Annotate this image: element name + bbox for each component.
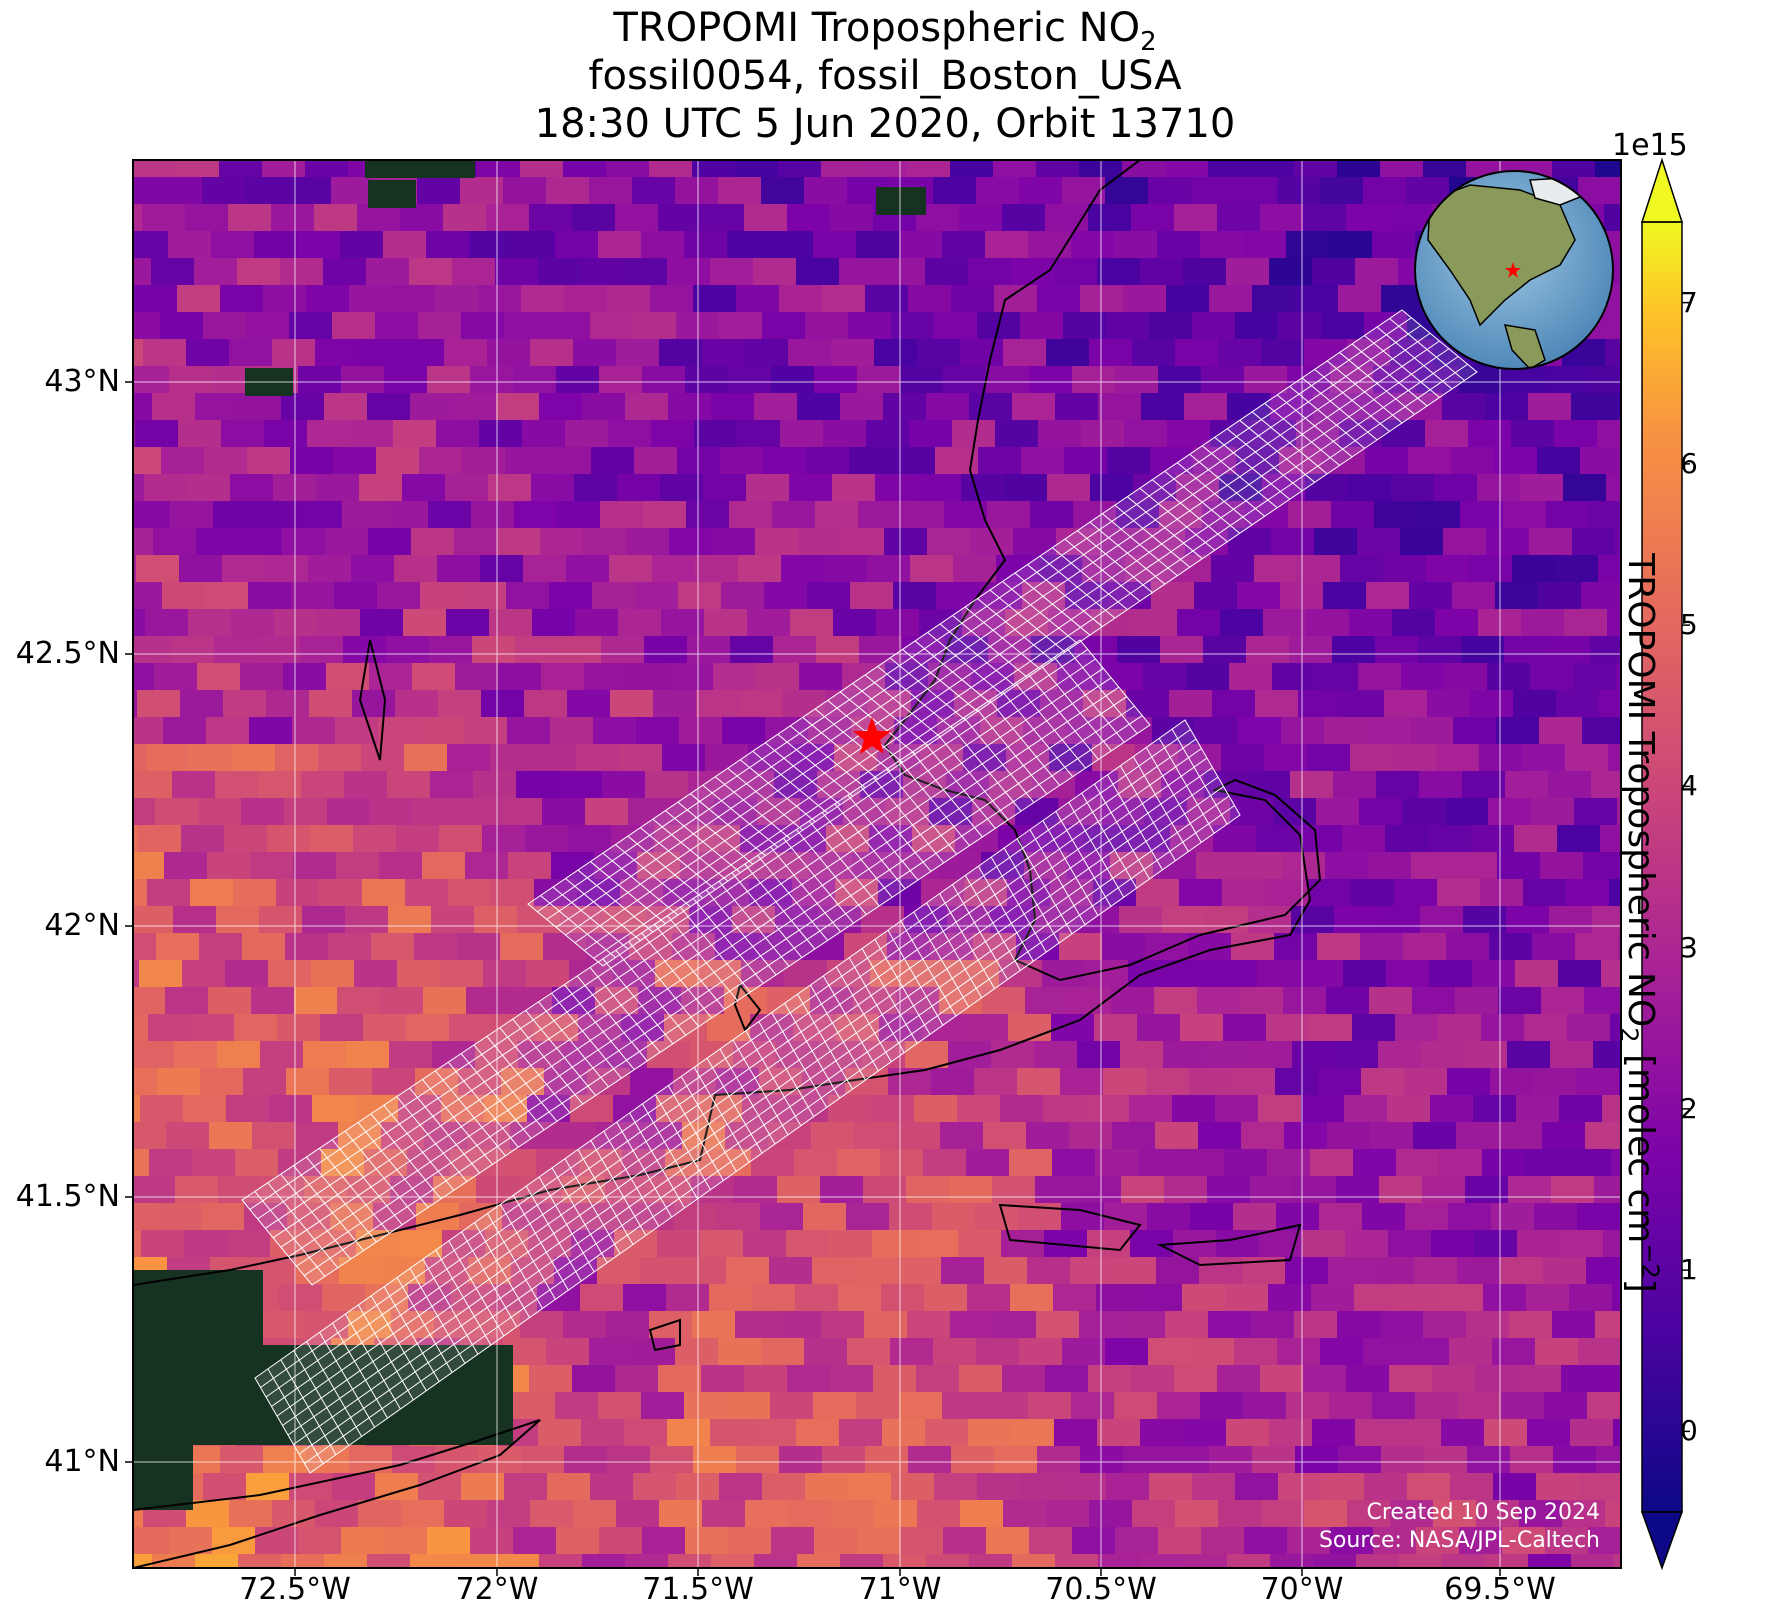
north-america-land: [1427, 184, 1576, 327]
lat-tick-label: 41.5°N: [15, 1179, 120, 1214]
colorbar-tick-label: 6: [1680, 446, 1698, 480]
colorbar-tick-label: 3: [1680, 930, 1698, 964]
target-star-icon: [853, 717, 891, 754]
lat-lon-gridlines: [133, 160, 1621, 1568]
title-line-2: fossil0054, fossil_Boston_USA: [588, 53, 1182, 99]
lat-tick-label: 42°N: [44, 908, 120, 943]
credit-source: Source: NASA/JPL-Caltech: [1318, 1528, 1600, 1553]
lon-tick-label: 71.5°W: [642, 1572, 754, 1607]
globe-inset: [1414, 170, 1614, 370]
lon-tick-label: 70°W: [1260, 1572, 1344, 1607]
colorbar-tick-label: 1: [1680, 1253, 1698, 1287]
south-america-land: [1503, 324, 1546, 369]
footprint-swath: [241, 639, 1151, 1286]
lon-tick-label: 72°W: [455, 1572, 539, 1607]
colorbar-tick-label: 2: [1680, 1091, 1698, 1125]
lat-tick-label: 43°N: [44, 364, 120, 399]
colorbar-tick-label: 7: [1680, 285, 1698, 319]
colorbar-tick-label: 4: [1680, 769, 1698, 803]
lon-tick-label: 71°W: [858, 1572, 942, 1607]
colorbar-exponent: 1e15: [1612, 128, 1688, 163]
colorbar: [1640, 157, 1690, 1571]
colorbar-label: TROPOMI Tropospheric NO2 [molec cm−2]: [1614, 553, 1664, 1293]
coastline-outline: [133, 160, 1322, 1568]
credit-created: Created 10 Sep 2024: [1366, 1500, 1601, 1525]
colorbar-tick-label: 0: [1680, 1414, 1698, 1448]
title-line-3: 18:30 UTC 5 Jun 2020, Orbit 13710: [534, 101, 1236, 147]
lat-tick-label: 41°N: [44, 1444, 120, 1479]
globe-target-star-icon: [1505, 262, 1521, 278]
lon-tick-label: 70.5°W: [1045, 1572, 1157, 1607]
title-line-1: TROPOMI Tropospheric NO2: [613, 5, 1157, 57]
footprint-swath: [527, 309, 1478, 967]
lat-tick-label: 42.5°N: [15, 636, 120, 671]
lon-tick-label: 72.5°W: [239, 1572, 351, 1607]
lon-tick-label: 69.5°W: [1444, 1572, 1556, 1607]
map-frame: [132, 159, 1622, 1569]
footprint-swath: [254, 719, 1241, 1474]
tropomi-footprint-swaths: [241, 309, 1478, 1474]
colorbar-tick-label: 5: [1680, 608, 1698, 642]
